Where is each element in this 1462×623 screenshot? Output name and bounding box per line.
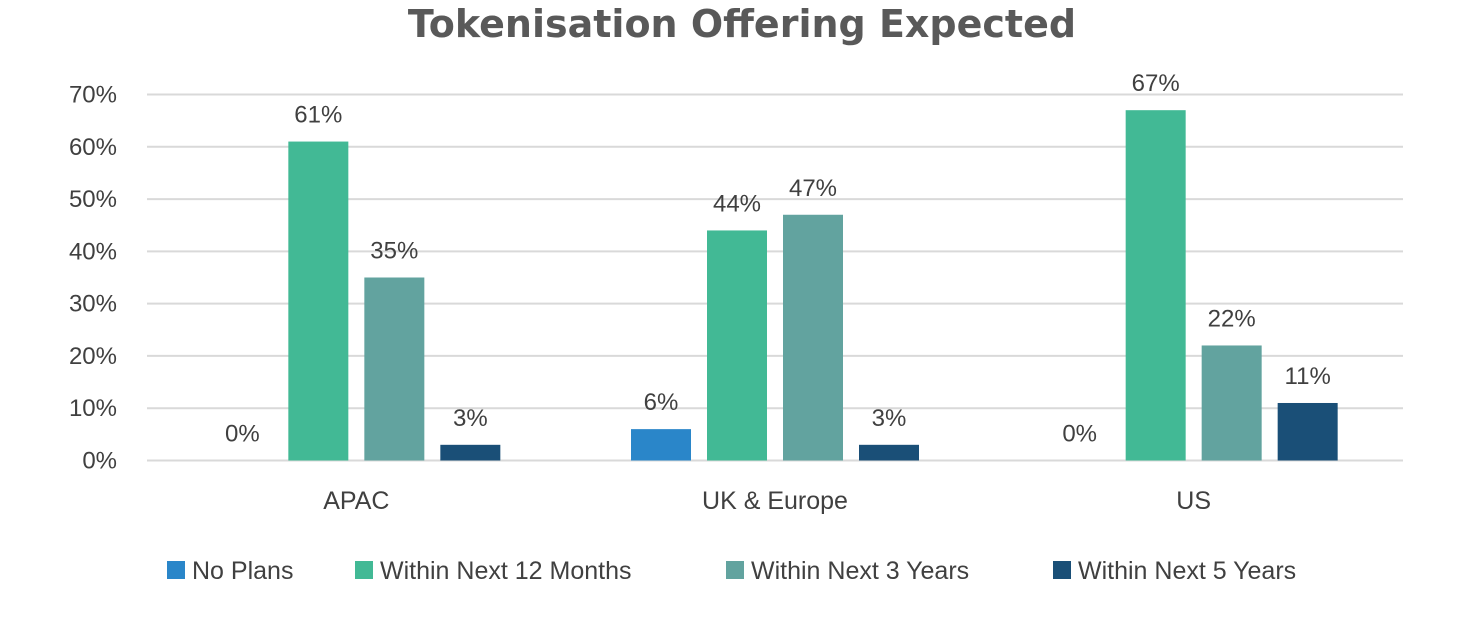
y-tick-label: 10% — [69, 395, 117, 422]
bar-within-next-5-years-apac — [440, 444, 501, 461]
data-label: 67% — [1132, 70, 1180, 97]
legend-item[interactable]: Within Next 5 Years — [1053, 557, 1296, 585]
y-tick-label: 70% — [69, 82, 117, 109]
data-label: 0% — [225, 421, 260, 448]
legend-label: Within Next 12 Months — [380, 557, 632, 585]
legend-swatch — [1053, 561, 1071, 579]
x-axis-categories: APAC UK & Europe US — [323, 487, 1211, 515]
x-category-label: APAC — [323, 487, 389, 515]
bar-within-next-12-months-us — [1125, 110, 1186, 461]
legend-label: No Plans — [192, 557, 293, 585]
data-labels: 0% 61% 35% 3% 6% 44% 47% 3% 0% 67% 22% 11% — [225, 70, 1331, 447]
legend-label: Within Next 3 Years — [751, 557, 969, 585]
bar-within-next-5-years-us — [1277, 402, 1338, 461]
bar-no-plans-uk-europe — [631, 429, 691, 461]
data-label: 11% — [1285, 363, 1331, 390]
legend-swatch — [726, 561, 744, 579]
y-tick-label: 60% — [69, 134, 117, 161]
y-tick-label: 40% — [69, 238, 117, 265]
bars — [288, 110, 1338, 461]
legend: No Plans Within Next 12 Months Within Next… — [167, 557, 1296, 585]
y-tick-label: 30% — [69, 291, 117, 318]
x-category-label: US — [1176, 487, 1211, 515]
y-tick-label: 50% — [69, 186, 117, 213]
legend-item[interactable]: Within Next 12 Months — [355, 557, 632, 585]
bar-within-next-3-years-uk-europe — [783, 214, 843, 461]
data-label: 61% — [294, 102, 342, 129]
legend-item[interactable]: No Plans — [167, 557, 293, 585]
data-label: 6% — [644, 389, 679, 416]
data-label: 3% — [453, 405, 488, 432]
bar-within-next-3-years-us — [1201, 345, 1262, 461]
x-category-label: UK & Europe — [702, 487, 848, 515]
data-label: 0% — [1062, 421, 1097, 448]
legend-item[interactable]: Within Next 3 Years — [726, 557, 969, 585]
bar-within-next-12-months-uk-europe — [707, 230, 767, 461]
bar-within-next-3-years-apac — [364, 277, 425, 461]
legend-label: Within Next 5 Years — [1078, 557, 1296, 585]
bar-within-next-5-years-uk-europe — [859, 444, 919, 461]
grid-lines — [147, 93, 1403, 462]
data-label: 22% — [1208, 305, 1256, 332]
chart-title: Tokenisation Offering Expected — [408, 2, 1076, 46]
data-label: 3% — [872, 405, 907, 432]
bar-within-next-12-months-apac — [288, 141, 349, 461]
y-tick-label: 20% — [69, 343, 117, 370]
data-label: 35% — [370, 238, 418, 265]
legend-swatch — [167, 561, 185, 579]
legend-swatch — [355, 561, 373, 579]
y-tick-label: 0% — [82, 448, 117, 475]
data-label: 44% — [713, 190, 761, 217]
y-axis-ticks: 0% 10% 20% 30% 40% 50% 60% 70% — [69, 82, 117, 475]
data-label: 47% — [789, 175, 837, 202]
